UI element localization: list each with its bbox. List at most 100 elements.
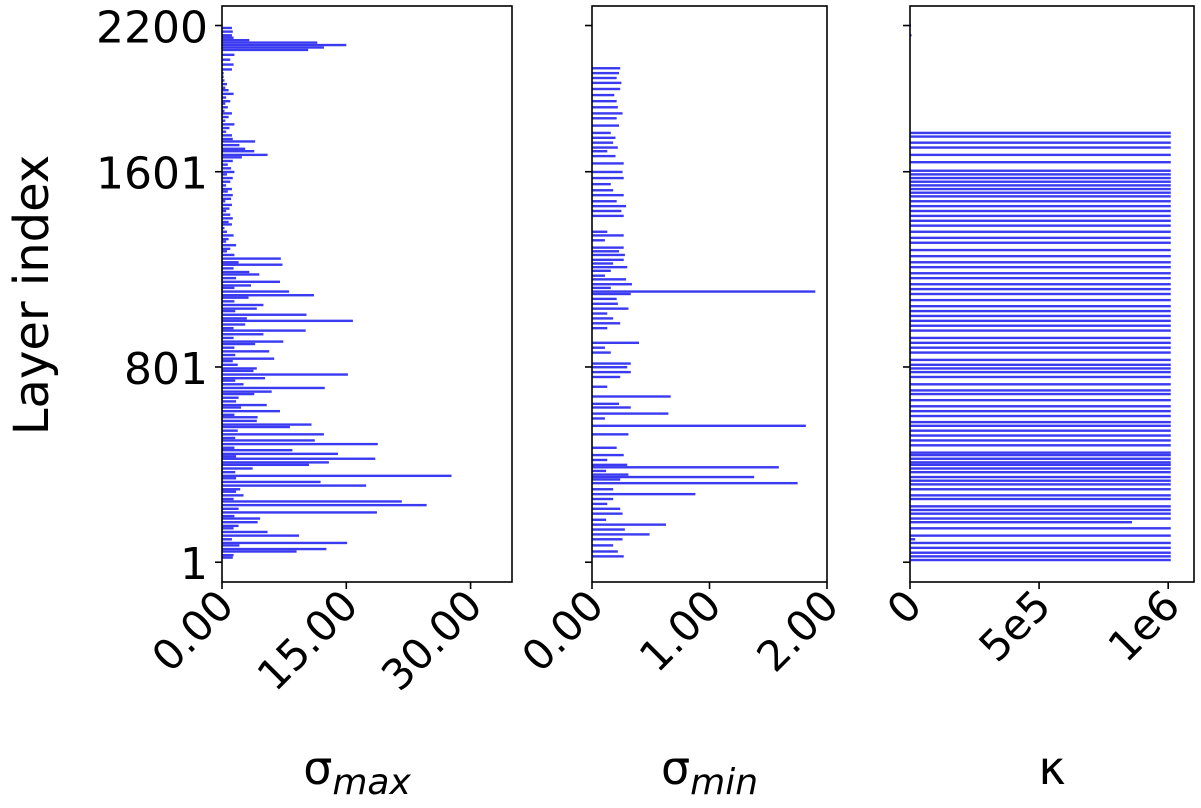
bar [910, 314, 1171, 318]
bar [592, 478, 621, 481]
bar [222, 273, 260, 276]
bar [592, 67, 621, 70]
bar [222, 96, 227, 99]
bar [222, 514, 235, 518]
bar [592, 307, 629, 310]
x-tick-label: 1e6 [1099, 580, 1190, 671]
bar [910, 534, 1171, 537]
bar [910, 383, 1171, 386]
bar [910, 161, 1171, 164]
bar [592, 141, 614, 144]
bar [592, 375, 621, 379]
bar [910, 346, 1171, 349]
bar [222, 477, 237, 480]
bar [910, 336, 1171, 340]
bar [910, 214, 1171, 218]
bar [592, 204, 627, 208]
bar [592, 99, 617, 103]
bar [222, 396, 239, 399]
bar [592, 533, 650, 536]
bar [910, 219, 1171, 222]
bar [222, 217, 233, 220]
bar [910, 558, 1171, 562]
bar [592, 385, 608, 388]
bar [222, 63, 234, 66]
bar [910, 429, 1171, 432]
bar [910, 541, 1171, 545]
bar [910, 508, 1171, 512]
bar [910, 453, 1171, 457]
x-tick-label: 1.00 [630, 580, 731, 681]
bar [592, 246, 624, 249]
bar [910, 272, 1171, 275]
bar [592, 76, 617, 80]
bar [592, 481, 798, 485]
bar [910, 475, 1171, 479]
bar [910, 173, 1171, 176]
bar [222, 550, 297, 553]
bar [910, 146, 1171, 149]
bar [592, 312, 608, 315]
bar [222, 386, 325, 390]
plot-frame [221, 5, 513, 583]
bar [910, 555, 1171, 558]
bar [592, 463, 628, 467]
bar [910, 463, 1171, 467]
bar [222, 340, 284, 343]
x-tick-label: 15.00 [248, 580, 368, 700]
bar [910, 184, 1171, 187]
bar [222, 115, 229, 119]
bar [592, 182, 611, 186]
bar [910, 414, 1171, 418]
bar [592, 395, 671, 398]
bar [592, 234, 624, 237]
bar [222, 507, 239, 510]
bar [222, 134, 232, 137]
bar [222, 442, 378, 446]
bar [592, 497, 614, 501]
bar [910, 261, 1171, 264]
bar [910, 200, 1171, 203]
bar [592, 555, 624, 558]
bar [910, 298, 1171, 302]
bar [222, 234, 234, 237]
bar [592, 446, 617, 449]
bar [910, 439, 1171, 442]
x-axis-label: κ [1038, 741, 1065, 795]
bar [910, 367, 1171, 370]
bar [222, 350, 270, 353]
bar [222, 449, 293, 452]
bar [910, 329, 1171, 332]
bar [592, 402, 620, 406]
bar [222, 290, 290, 293]
bar [222, 342, 256, 346]
bar [222, 470, 236, 474]
bar [222, 357, 275, 360]
bar [592, 193, 624, 197]
bar [910, 254, 1171, 258]
bar [910, 389, 1171, 392]
bar [910, 363, 1171, 366]
bar [222, 556, 233, 559]
bar [910, 153, 1171, 157]
bar [222, 296, 249, 299]
bar [592, 265, 628, 269]
bar [592, 87, 621, 91]
bar [910, 241, 1171, 244]
bar [222, 303, 264, 307]
panel-1: 1 801 1601 2200 0.00 15.00 30.00 σmax [96, 3, 513, 803]
bar [222, 346, 235, 349]
bar [222, 474, 452, 478]
bar [222, 511, 377, 514]
bar [222, 521, 258, 524]
bar [222, 406, 242, 409]
bar [592, 302, 618, 305]
bar [592, 518, 607, 521]
bar [222, 46, 324, 49]
bar [592, 523, 667, 526]
bar [222, 53, 235, 57]
bar [222, 150, 255, 153]
bar [592, 131, 611, 135]
bar [222, 173, 227, 176]
bar [222, 159, 233, 163]
